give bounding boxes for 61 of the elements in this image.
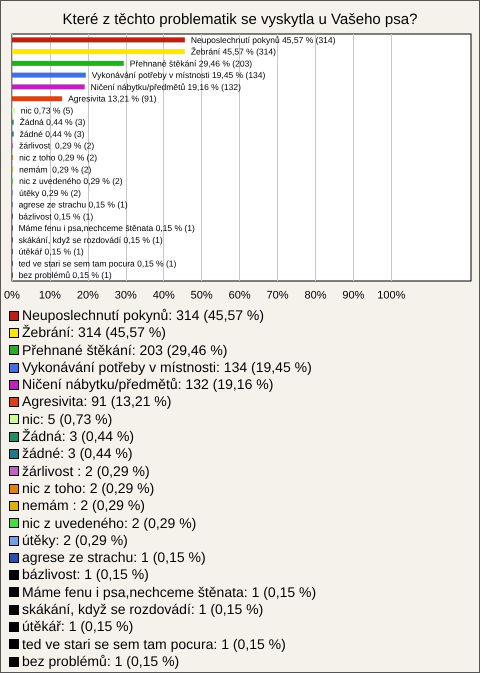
x-tick-label: 100% xyxy=(377,290,406,302)
data-label: ted ve stari se sem tam pocura 0,15 % (1) xyxy=(18,258,177,268)
text: žádné: 3 (0,44 %) xyxy=(22,445,133,463)
data-label: nic 0,73 % (5) xyxy=(20,105,74,116)
data-label: skákání, když se rozdovádí 0,15 % (1) xyxy=(18,234,163,245)
data-label: Vykonávání potřeby v místnosti 19,45 % (134) xyxy=(92,70,266,80)
bar xyxy=(12,84,85,90)
x-tick-label: 0% xyxy=(4,290,20,302)
bar xyxy=(12,108,15,113)
text: Přehnané štěkání: 203 (29,46 %) xyxy=(22,342,228,359)
data-label: Neuposlechnutí pokynů 45,57 % (314) xyxy=(190,34,336,45)
data-label: nic z toho 0,29 % (2) xyxy=(19,152,98,162)
chart-title: Které z těchto problematik se vyskytla u Vašeho psa? xyxy=(62,11,418,28)
text: útěky: 2 (0,29 %) xyxy=(22,532,128,550)
data-label: žárlivost 0,29 % (2) xyxy=(19,140,94,151)
x-tick-label: 10% xyxy=(38,290,62,302)
bar xyxy=(12,60,124,66)
bar xyxy=(12,96,62,102)
data-label: žádné 0,44 % (3) xyxy=(20,128,85,139)
data-label: nemám 0,29 % (2) xyxy=(19,164,92,174)
bar xyxy=(12,49,185,54)
data-label: Žebrání 45,57 % (314) xyxy=(190,46,276,57)
x-tick-label: 90% xyxy=(342,290,365,302)
text: Žebrání: 314 (45,57 %) xyxy=(22,324,166,342)
data-label: bázlivost 0,15 % (1) xyxy=(18,211,94,222)
text: Máme fenu i psa,nechceme štěnata: 1 (0,15 %) xyxy=(22,584,316,602)
text: útěkář: 1 (0,15 %) xyxy=(22,618,134,636)
text: Neuposlechnutí pokynů: 314 (45,57 %) xyxy=(22,307,264,324)
bar xyxy=(12,37,185,42)
x-tick-label: 40% xyxy=(152,290,175,302)
data-label: Agresivita 13,21 % (91) xyxy=(68,94,157,104)
data-label: útěky 0,29 % (2) xyxy=(19,188,82,198)
x-tick-label: 70% xyxy=(266,290,289,302)
text: Agresivita: 91 (13,21 %) xyxy=(22,393,172,411)
text: Vykonávání potřeby v místnosti: 134 (19,45 %) xyxy=(22,358,312,376)
data-label: útěkář 0,15 % (1) xyxy=(18,246,84,257)
data-label: nic z uvedeného 0,29 % (2) xyxy=(19,176,123,186)
data-label: bez problémů 0,15 % (1) xyxy=(18,270,112,280)
text: ted ve stari se sem tam pocura: 1 (0,15 %) xyxy=(22,636,286,653)
text: skákání, když se rozdovádí: 1 (0,15 %) xyxy=(22,601,264,618)
text: Žádná: 3 (0,44 %) xyxy=(22,428,134,446)
text: bez problémů: 1 (0,15 %) xyxy=(22,652,180,670)
data-label: Ničení nábytku/předmětů 19,16 % (132) xyxy=(90,82,242,92)
text: bázlivost: 1 (0,15 %) xyxy=(22,566,149,584)
text: nic z uvedeného: 2 (0,29 %) xyxy=(22,514,196,532)
text: Ničení nábytku/předmětů: 132 (19,16 %) xyxy=(22,376,274,394)
data-label: Žádná 0,44 % (3) xyxy=(20,117,86,128)
x-tick-label: 50% xyxy=(190,290,213,302)
bar xyxy=(12,72,86,78)
text: nic z toho: 2 (0,29 %) xyxy=(22,480,154,498)
text: agrese ze strachu: 1 (0,15 %) xyxy=(22,549,206,566)
text: nic: 5 (0,73 %) xyxy=(22,410,112,428)
x-tick-label: 30% xyxy=(114,290,138,302)
data-label: agrese ze strachu 0,15 % (1) xyxy=(18,200,128,210)
data-label: Přehnané štěkání 29,46 % (203) xyxy=(130,58,252,68)
x-tick-label: 60% xyxy=(228,290,251,302)
text: nemám : 2 (0,29 %) xyxy=(22,497,145,515)
x-tick-label: 20% xyxy=(76,290,100,302)
x-tick-label: 80% xyxy=(304,290,327,302)
data-label: Máme fenu i psa,nechceme štěnata 0,15 % (1) xyxy=(18,223,195,234)
text: žárlivost : 2 (0,29 %) xyxy=(22,462,150,480)
